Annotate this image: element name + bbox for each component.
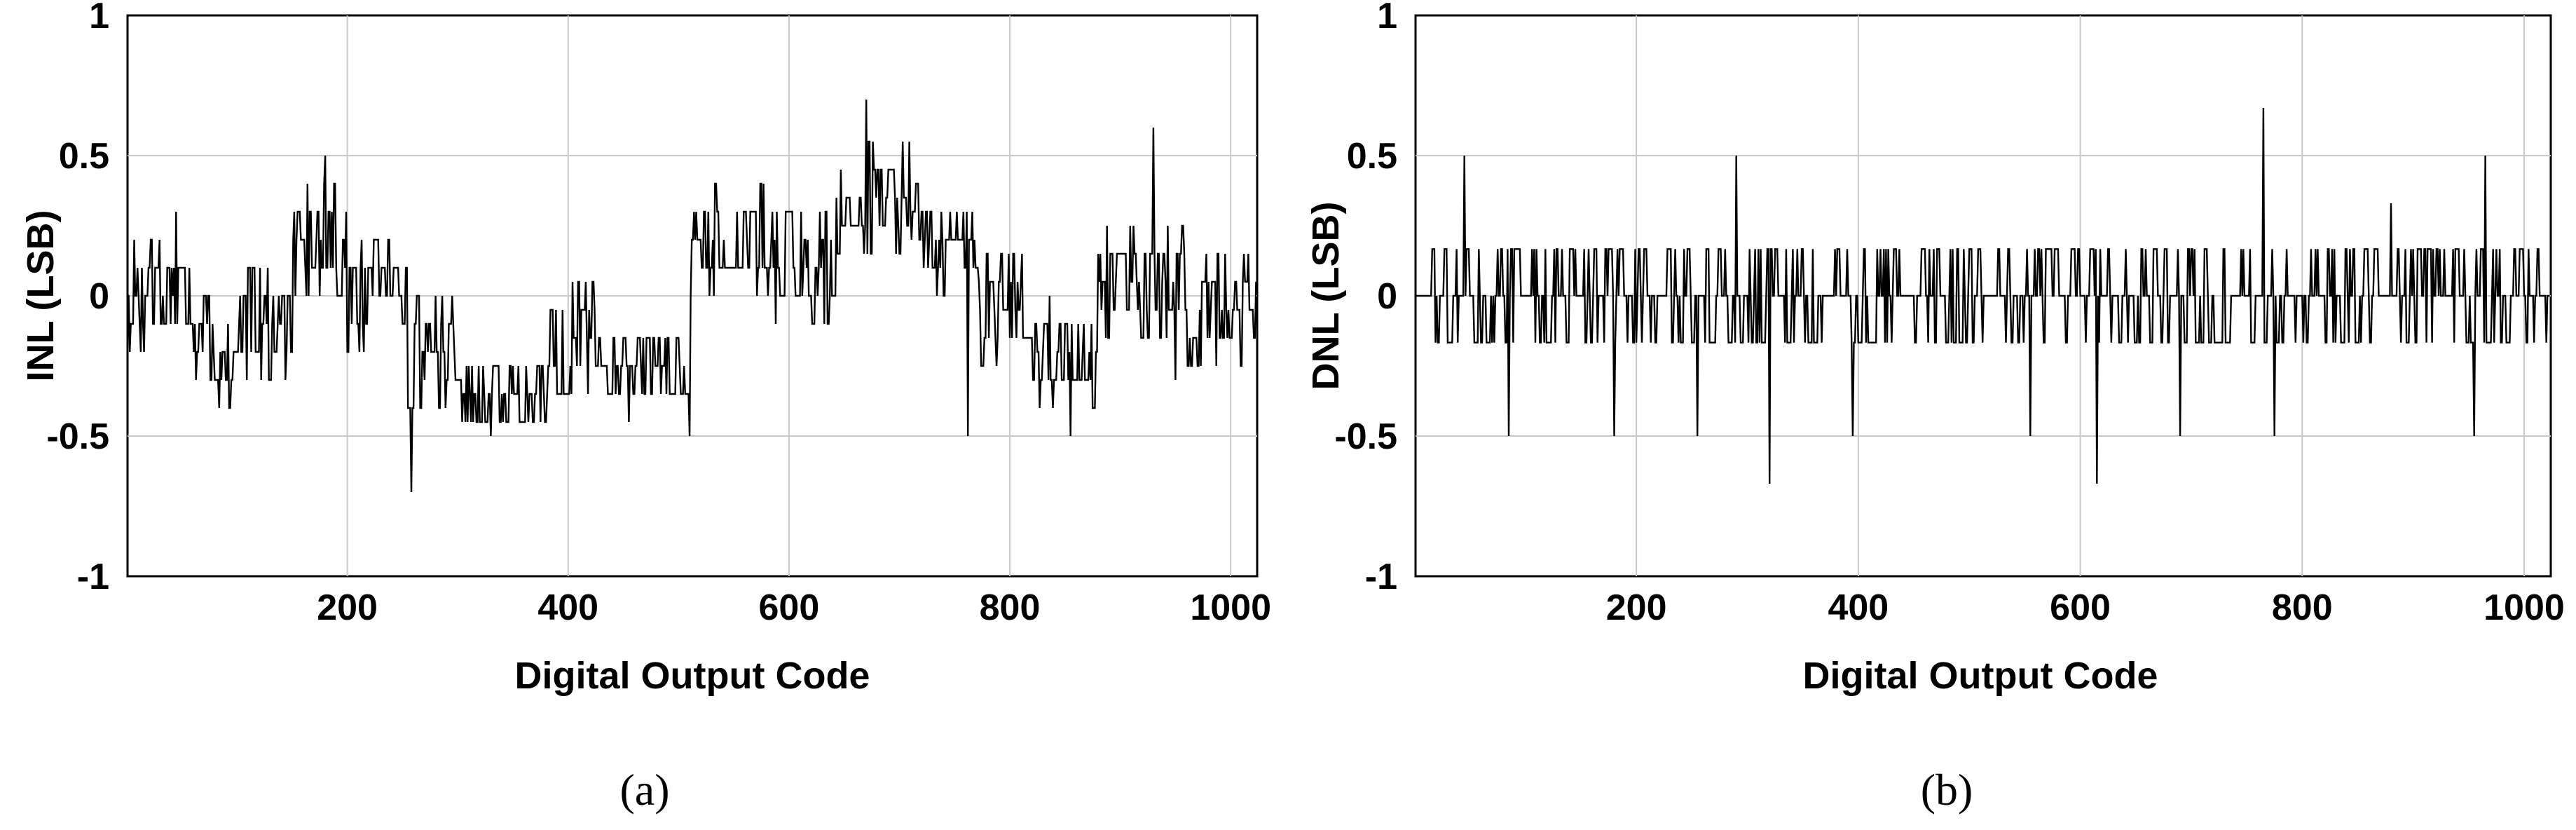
inl-x-axis-label: Digital Output Code <box>515 655 870 697</box>
dnl-x-tick-label: 600 <box>2050 587 2111 628</box>
inl-y-tick-label: 0 <box>89 276 109 317</box>
inl-y-tick-label: 1 <box>89 0 109 36</box>
dnl-x-axis-label: Digital Output Code <box>1803 655 2158 697</box>
dnl-tick-labels: 200 400 600 800 1000 1 0.5 0 -0.5 -1 <box>1334 0 2564 628</box>
inl-series-line <box>128 99 1257 493</box>
dnl-y-axis-label: DNL (LSB) <box>1305 202 1347 390</box>
inl-y-tick-label: -1 <box>77 557 109 597</box>
inl-y-tick-label: 0.5 <box>59 136 109 177</box>
dnl-x-tick-label: 200 <box>1606 587 1667 628</box>
dnl-x-tick-label: 1000 <box>2483 587 2565 628</box>
dnl-y-tick-label: 1 <box>1377 0 1397 36</box>
inl-grid <box>128 15 1257 576</box>
dnl-x-tick-label: 400 <box>1828 587 1889 628</box>
dnl-series-line <box>1416 107 2550 484</box>
inl-tick-labels: 200 400 600 800 1000 1 0.5 0 -0.5 -1 <box>46 0 1271 628</box>
inl-y-tick-label: -0.5 <box>46 416 109 457</box>
dnl-chart-panel: 200 400 600 800 1000 1 0.5 0 -0.5 -1 Digital Outp… <box>1305 0 2565 815</box>
dnl-y-tick-label: 0 <box>1377 276 1397 317</box>
inl-x-tick-label: 1000 <box>1190 587 1271 628</box>
inl-x-tick-label: 600 <box>758 587 819 628</box>
dnl-y-tick-label: -0.5 <box>1334 416 1397 457</box>
inl-x-tick-label: 200 <box>317 587 378 628</box>
panel-label-b: (b) <box>1921 765 1973 815</box>
panel-label-a: (a) <box>619 765 669 815</box>
inl-chart-panel: 200 400 600 800 1000 1 0.5 0 -0.5 -1 Digital Outp… <box>20 0 1271 815</box>
inl-x-tick-label: 800 <box>980 587 1041 628</box>
inl-x-tick-label: 400 <box>537 587 598 628</box>
dnl-y-tick-label: 0.5 <box>1347 136 1397 177</box>
dnl-x-tick-label: 800 <box>2272 587 2333 628</box>
inl-y-axis-label: INL (LSB) <box>20 210 62 382</box>
dnl-y-tick-label: -1 <box>1365 557 1397 597</box>
